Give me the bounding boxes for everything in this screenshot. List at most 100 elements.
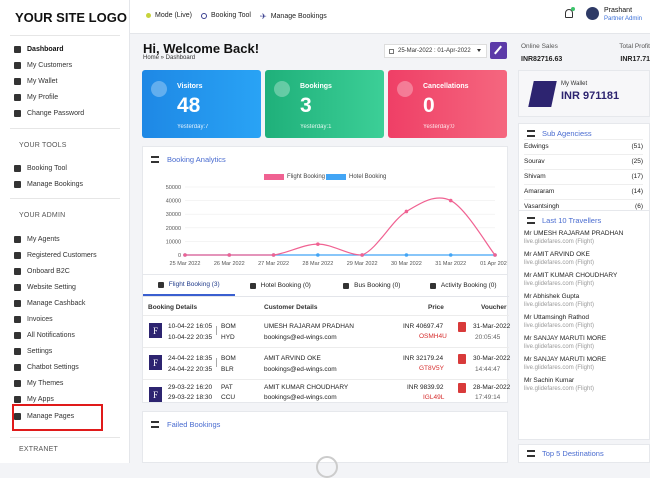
- sidebar-item-manage-pages[interactable]: Manage Pages: [14, 409, 74, 423]
- sidebar-item-booking-tool[interactable]: Booking Tool: [14, 161, 67, 175]
- sidebar-item-chatbot-settings[interactable]: Chatbot Settings: [14, 360, 79, 374]
- visitors-icon: [151, 81, 167, 97]
- data-point: [448, 253, 453, 257]
- user-name[interactable]: Prashant: [604, 7, 633, 14]
- sidebar-item-my-themes[interactable]: My Themes: [14, 376, 63, 390]
- failed-bookings-panel: Failed Bookings: [142, 411, 508, 478]
- traveller-site: live.glidefares.com (Flight): [524, 323, 595, 329]
- divider: [10, 437, 120, 438]
- id-card-icon: [14, 267, 21, 275]
- sidebar-item-my-agents[interactable]: My Agents: [14, 232, 60, 246]
- pdf-icon[interactable]: [458, 322, 466, 332]
- sidebar-item-my-customers[interactable]: My Customers: [14, 58, 72, 72]
- list-item[interactable]: Shivam (17): [524, 169, 643, 183]
- sidebar-item-my-wallet[interactable]: My Wallet: [14, 74, 57, 88]
- tab-hotel-booking[interactable]: Hotel Booking (0): [235, 275, 327, 296]
- traveller-name: Mr Uttamsingh Rathod: [524, 314, 590, 321]
- list-icon: [527, 217, 535, 224]
- manage-bookings-link[interactable]: ✈ Manage Bookings: [260, 12, 327, 21]
- pnr[interactable]: OSMH4U: [419, 333, 447, 340]
- traveller-site: live.glidefares.com (Flight): [524, 344, 595, 350]
- dep-time: 29-03-22 16:20: [168, 384, 213, 391]
- ticket-icon: [274, 81, 290, 97]
- sidebar-item-manage-bookings[interactable]: Manage Bookings: [14, 177, 83, 191]
- tab-bus-booking[interactable]: Bus Booking (0): [326, 275, 418, 296]
- price: INR 40697.47: [403, 323, 444, 330]
- sidebar-item-change-password[interactable]: Change Password: [14, 106, 84, 120]
- top-bar: [130, 0, 650, 34]
- traveller-name: Mr AMIT KUMAR CHOUDHARY: [524, 272, 618, 279]
- booking-tabs: Flight Booking (3) Hotel Booking (0) Bus…: [143, 275, 509, 297]
- plane-icon: [14, 180, 21, 188]
- bell-icon[interactable]: [565, 7, 575, 18]
- pdf-icon[interactable]: [458, 383, 466, 393]
- camera-icon: [429, 282, 436, 289]
- arr-time: 29-03-22 18:30: [168, 394, 213, 401]
- wallet-logo-icon: [528, 81, 557, 107]
- traveller-site: live.glidefares.com (Flight): [524, 260, 595, 266]
- list-item[interactable]: Edwings (51): [524, 139, 643, 153]
- wallet-box[interactable]: My Wallet INR 971181: [518, 70, 650, 117]
- edit-button[interactable]: [490, 42, 507, 59]
- y-tick-label: 50000: [166, 185, 181, 191]
- sidebar-item-my-apps[interactable]: My Apps: [14, 392, 54, 406]
- y-tick-label: 0: [178, 253, 181, 259]
- mode-indicator[interactable]: Mode (Live): [146, 12, 192, 19]
- card-sub: Yesterday:1: [300, 124, 332, 130]
- right-column: Online Sales INR82716.63 Total Profit IN…: [510, 34, 650, 463]
- user-icon: [14, 251, 21, 259]
- customer-name: UMESH RAJARAM PRADHAN: [264, 323, 354, 330]
- list-item[interactable]: Vasantsingh (6): [524, 199, 643, 213]
- traveller-name: Mr AMIT ARVIND OKE: [524, 251, 590, 258]
- arr-time: 10-04-22 20:35: [168, 334, 213, 341]
- table-row[interactable]: F 29-03-22 16:20 29-03-22 18:30 PAT CCU …: [143, 379, 510, 403]
- sidebar-item-settings[interactable]: Settings: [14, 344, 52, 358]
- table-row[interactable]: F 10-04-22 16:05 10-04-22 20:35 BOM HYD …: [143, 315, 510, 349]
- x-tick-label: 27 Mar 2022: [258, 261, 289, 267]
- x-tick-label: 30 Mar 2022: [391, 261, 422, 267]
- traveller-name: Mr SANJAY MARUTI MORE: [524, 356, 607, 363]
- gear-icon: [14, 347, 21, 355]
- x-tick-label: 25 Mar 2022: [170, 261, 201, 267]
- bed-icon: [249, 282, 256, 289]
- sidebar-item-manage-cashback[interactable]: Manage Cashback: [14, 296, 85, 310]
- sidebar-item-invoices[interactable]: Invoices: [14, 312, 53, 326]
- airline-logo-icon: F: [149, 323, 162, 338]
- table-row[interactable]: F 24-04-22 18:35 24-04-22 20:35 BOM BLR …: [143, 347, 510, 381]
- card-title: Visitors: [177, 83, 203, 90]
- online-sales-value: INR82716.63: [521, 56, 563, 63]
- section-heading-admin: YOUR ADMIN: [19, 212, 66, 219]
- booking-tool-link[interactable]: Booking Tool: [201, 12, 251, 19]
- date-range-picker[interactable]: 25-Mar-2022 : 01-Apr-2022: [384, 44, 487, 58]
- pnr[interactable]: GT8V5Y: [419, 365, 444, 372]
- avatar[interactable]: [586, 7, 599, 20]
- calendar-icon: [389, 48, 394, 54]
- series-line: [184, 197, 496, 256]
- wallet-value: INR 971181: [561, 90, 620, 102]
- data-point: [360, 253, 364, 257]
- chat-icon: [14, 363, 21, 371]
- list-item[interactable]: Amararam (14): [524, 184, 643, 198]
- loading-spinner-icon: [316, 456, 338, 478]
- traveller-site: live.glidefares.com (Flight): [524, 239, 595, 245]
- tab-flight-booking[interactable]: Flight Booking (3): [143, 275, 235, 296]
- y-tick-label: 20000: [166, 226, 181, 232]
- tab-activity-booking[interactable]: Activity Booking (0): [418, 275, 510, 296]
- total-profit-label: Total Profit: [619, 43, 650, 50]
- sidebar-item-website-setting[interactable]: Website Setting: [14, 280, 76, 294]
- list-item[interactable]: Sourav (25): [524, 154, 643, 168]
- pdf-icon[interactable]: [458, 354, 466, 364]
- sidebar-item-all-notifications[interactable]: All Notifications: [14, 328, 75, 342]
- user-icon: [14, 61, 21, 69]
- sidebar-item-dashboard[interactable]: Dashboard: [14, 42, 64, 56]
- sidebar-item-my-profile[interactable]: My Profile: [14, 90, 58, 104]
- sidebar-item-registered-customers[interactable]: Registered Customers: [14, 248, 97, 262]
- data-point: [404, 209, 409, 214]
- card-value: 3: [300, 94, 312, 117]
- pnr[interactable]: IGL49L: [423, 394, 445, 401]
- airline-logo-icon: F: [149, 387, 162, 402]
- sidebar-item-onboard-b2c[interactable]: Onboard B2C: [14, 264, 70, 278]
- traveller-site: live.glidefares.com (Flight): [524, 386, 595, 392]
- booking-analytics-panel: Booking Analytics Flight Booking Hotel B…: [142, 146, 508, 296]
- search-icon: [201, 12, 207, 19]
